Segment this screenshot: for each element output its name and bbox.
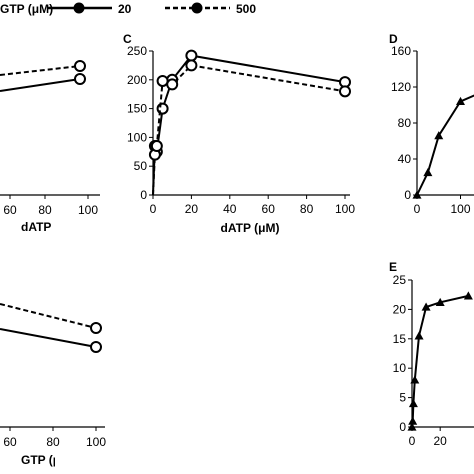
panel-f-point-20 <box>90 341 102 353</box>
panel-c-series-1-line <box>152 64 346 196</box>
panel-e-series-0-point <box>408 416 418 425</box>
panel-c-label: C <box>123 32 132 46</box>
panel-c-series-0-line <box>152 54 346 196</box>
panel-c-series-1-point <box>339 85 351 98</box>
panel-e-xtick-label: 0 <box>409 434 416 448</box>
panel-c-xtick-label: 100 <box>335 202 355 216</box>
panel-c-ytick-label: 250 <box>127 44 147 58</box>
panel-f-xlabel: GTP (μM) <box>21 453 74 467</box>
panel-e-series-0-point <box>407 422 417 431</box>
legend-label-solid: 20 <box>118 2 132 16</box>
panel-d-ytick-label: 40 <box>398 152 412 166</box>
panel-b-point-500 <box>74 60 86 72</box>
panel-d-label: D <box>389 32 398 46</box>
panel-e-series-0-point <box>410 375 420 384</box>
panel-d-series-0-line <box>416 94 474 196</box>
panel-e-series-0-line <box>411 294 469 428</box>
panel-d-xtick-label: 100 <box>450 202 470 216</box>
panel-f-series-500-line <box>0 303 97 329</box>
panel-f-point-500 <box>90 322 102 334</box>
panel-e-ytick-label: 25 <box>393 273 407 287</box>
panel-e-ytick-label: 0 <box>399 420 406 434</box>
panel-c-ytick-label: 200 <box>127 73 147 87</box>
legend-marker-dashed <box>191 2 203 14</box>
panel-e-xtick-label: 20 <box>434 434 448 448</box>
panel-c-xtick-label: 0 <box>150 202 157 216</box>
panel-b-x-ticks: 60 80 100 <box>3 195 98 217</box>
panel-b-xlabel-clip: dATP (μM) <box>21 220 80 234</box>
panel-b-point-20 <box>74 73 86 85</box>
panel-c: C 0 50 100 150 200 250 0 20 40 60 80 100 dATP (μM) <box>123 32 355 235</box>
panel-c-ytick-label: 50 <box>134 159 148 173</box>
panel-f-tick-60: 60 <box>3 435 17 449</box>
panel-d-series-0-point <box>456 96 466 105</box>
panel-e-ytick-label: 15 <box>393 332 407 346</box>
panel-f-tick-80: 80 <box>46 435 60 449</box>
panel-c-series-1-point <box>150 140 163 153</box>
panel-c-xlabel: dATP (μM) <box>221 221 280 235</box>
panel-c-ytick-label: 100 <box>127 130 147 144</box>
panel-b-series-20-line <box>0 78 81 92</box>
panel-d-ytick-label: 120 <box>391 80 411 94</box>
panel-f-xlabel-clip: GTP (μM) <box>21 453 74 467</box>
panel-d-series-0-point <box>412 190 422 199</box>
panel-c-series-1-point <box>185 59 198 72</box>
panel-b-tick-60: 60 <box>3 203 17 217</box>
panel-e: E 0 5 10 15 20 25 0 20 <box>389 260 474 448</box>
panel-d-series-0-point <box>434 131 444 140</box>
panel-b-tick-80: 80 <box>38 203 52 217</box>
panel-c-xtick-label: 40 <box>223 202 237 216</box>
panel-f-series-20-line <box>0 328 97 348</box>
legend-marker-solid <box>73 2 85 14</box>
panel-c-ytick-label: 150 <box>127 102 147 116</box>
panel-e-series-0-point <box>463 291 473 300</box>
panel-c-xtick-label: 60 <box>262 202 276 216</box>
panel-e-series-0-point <box>421 302 431 311</box>
panel-e-ytick-label: 20 <box>393 302 407 316</box>
panel-f-tick-100: 100 <box>86 435 106 449</box>
panel-e-ytick-label: 10 <box>393 361 407 375</box>
panel-c-ytick-label: 0 <box>140 188 147 202</box>
panel-d-ytick-label: 0 <box>404 188 411 202</box>
panel-e-series-0-point <box>408 398 418 408</box>
panel-e-series-0-point <box>435 297 445 306</box>
panel-b-tick-100: 100 <box>78 203 98 217</box>
panel-b-series-500-line <box>0 65 81 76</box>
legend: GTP (μM) 20 500 <box>0 2 256 16</box>
panel-c-xtick-label: 80 <box>300 202 314 216</box>
panel-c-series-1-point <box>156 74 169 87</box>
panel-e-ytick-label: 5 <box>399 391 406 405</box>
panel-d-series-0-point <box>423 168 433 177</box>
panel-c-series-0-point <box>185 49 198 62</box>
panel-f-x-ticks: 60 80 100 <box>3 427 106 449</box>
panel-e-label: E <box>389 260 397 274</box>
legend-label-dashed: 500 <box>236 2 256 16</box>
panel-b-xlabel: dATP (μM) <box>21 220 80 234</box>
panel-f: 60 80 100 GTP (μM) <box>0 303 106 467</box>
legend-title: GTP (μM) <box>0 2 53 16</box>
panel-e-series-0-point <box>414 331 424 340</box>
panel-d-ytick-label: 80 <box>398 116 412 130</box>
panel-d-ytick-label: 160 <box>391 44 411 58</box>
panel-c-xtick-label: 20 <box>185 202 199 216</box>
panel-b: 60 80 100 dATP (μM) <box>0 60 100 234</box>
panel-d: D 0 40 80 120 160 0 100 <box>389 32 474 216</box>
panel-d-xtick-label: 0 <box>414 202 421 216</box>
panel-c-series-1-point <box>166 78 179 91</box>
